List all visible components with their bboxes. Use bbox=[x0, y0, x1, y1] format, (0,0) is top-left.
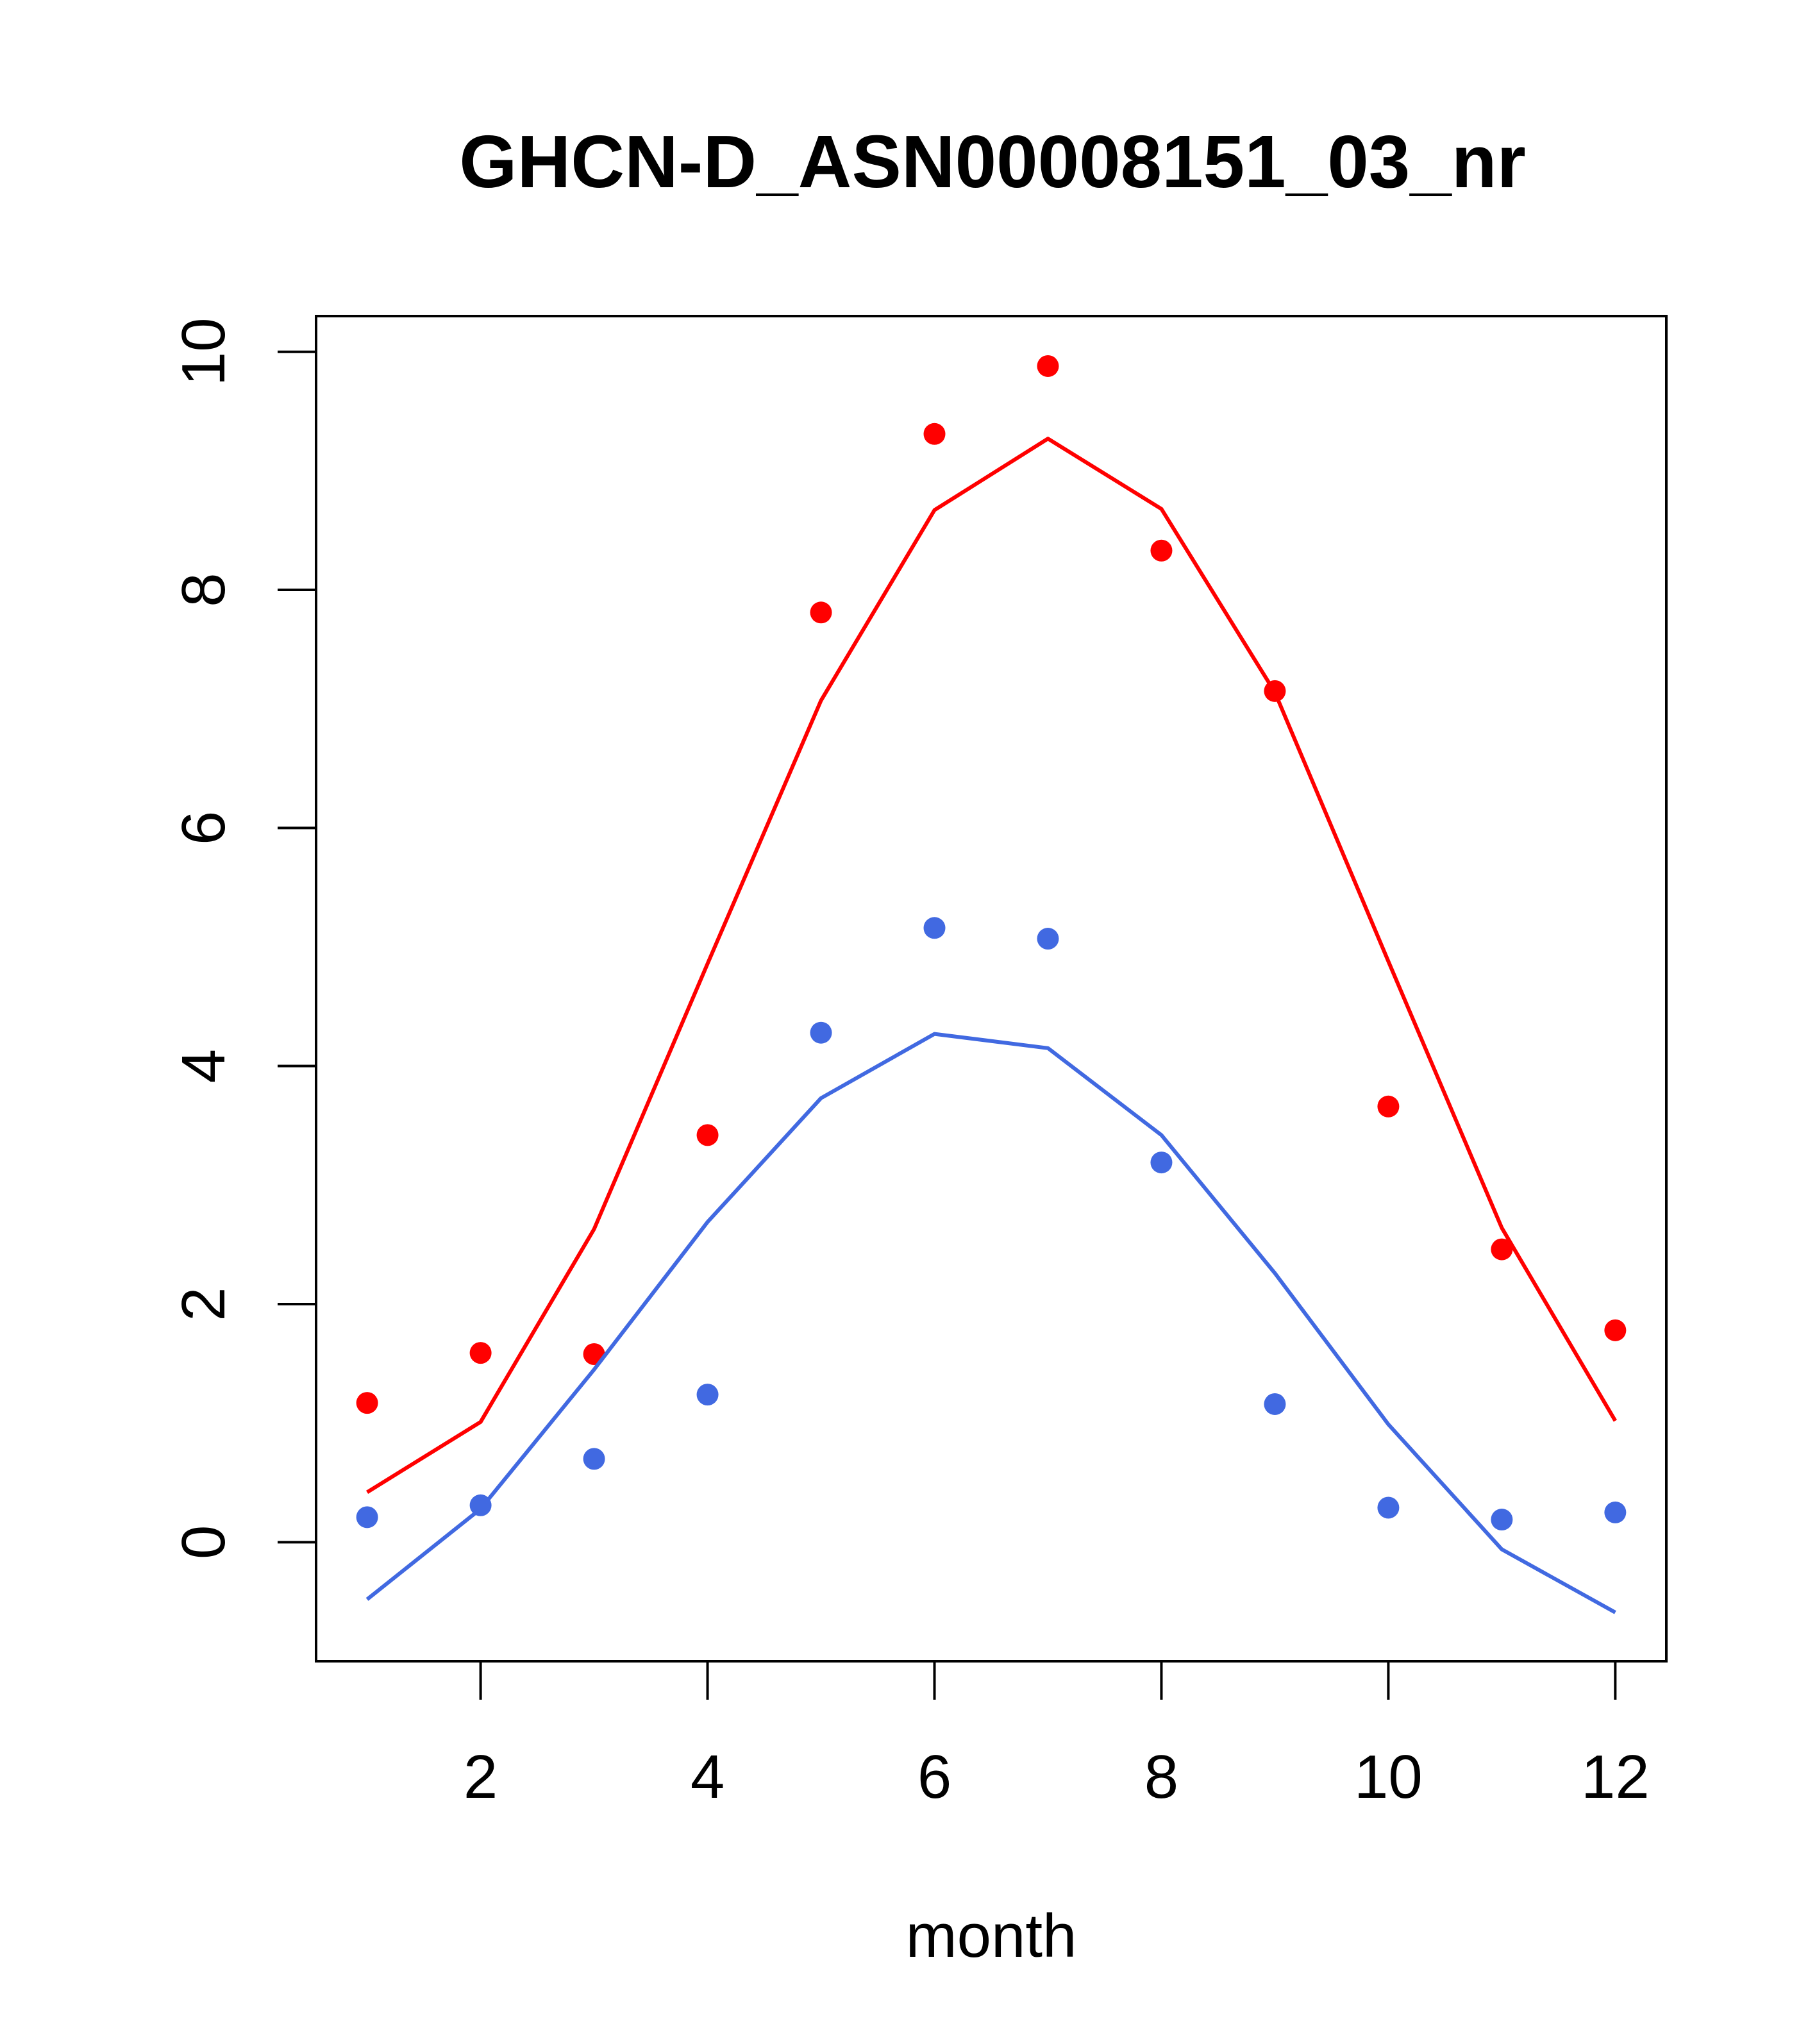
series-2-point bbox=[1264, 1393, 1286, 1415]
series-2-point bbox=[810, 1021, 832, 1044]
x-tick-label: 4 bbox=[691, 1743, 724, 1811]
series-2-point bbox=[469, 1494, 492, 1516]
x-tick-label: 10 bbox=[1354, 1743, 1423, 1811]
series-2-point bbox=[696, 1384, 719, 1406]
series-2-point bbox=[583, 1448, 605, 1470]
series-1-point bbox=[1491, 1238, 1513, 1261]
series-1-point bbox=[1037, 355, 1059, 377]
series-1-point bbox=[1150, 539, 1173, 562]
y-tick-label: 6 bbox=[169, 811, 238, 845]
series-2-point bbox=[356, 1506, 378, 1529]
y-tick-label: 4 bbox=[169, 1049, 238, 1083]
series-1-line bbox=[366, 437, 1617, 1494]
series-2-point bbox=[1037, 928, 1059, 950]
series-1-point bbox=[469, 1342, 492, 1364]
series-1-point bbox=[1264, 680, 1286, 702]
series-1-point bbox=[923, 423, 946, 445]
x-tick-label: 6 bbox=[917, 1743, 951, 1811]
series-1-point bbox=[810, 601, 832, 624]
series-2-line bbox=[365, 1032, 1616, 1614]
series-1 bbox=[356, 355, 1627, 1494]
x-tick-label: 2 bbox=[464, 1743, 498, 1811]
y-tick-label: 0 bbox=[169, 1525, 238, 1559]
series-1-point bbox=[1604, 1319, 1627, 1341]
series-2 bbox=[356, 917, 1627, 1614]
series-1-point bbox=[696, 1124, 719, 1146]
x-tick-label: 8 bbox=[1144, 1743, 1178, 1811]
series-2-point bbox=[1377, 1496, 1400, 1519]
y-axis: 0 2 4 6 8 10 bbox=[169, 317, 317, 1559]
series-1-point bbox=[1377, 1095, 1400, 1118]
series-2-point bbox=[923, 917, 946, 939]
series-2-point bbox=[1491, 1509, 1513, 1531]
y-tick-label: 8 bbox=[169, 573, 238, 607]
series-layer bbox=[356, 355, 1627, 1614]
chart-title: GHCN-D_ASN00008151_03_nr bbox=[459, 120, 1526, 203]
series-2-point bbox=[1150, 1152, 1173, 1174]
series-1-point bbox=[356, 1392, 378, 1414]
y-tick-label: 2 bbox=[169, 1287, 238, 1321]
x-tick-label: 12 bbox=[1581, 1743, 1650, 1811]
x-axis: 2 4 6 8 10 12 bbox=[464, 1660, 1650, 1811]
y-tick-label: 10 bbox=[169, 317, 238, 386]
series-2-point bbox=[1604, 1501, 1627, 1523]
x-axis-label: month bbox=[906, 1902, 1077, 1970]
